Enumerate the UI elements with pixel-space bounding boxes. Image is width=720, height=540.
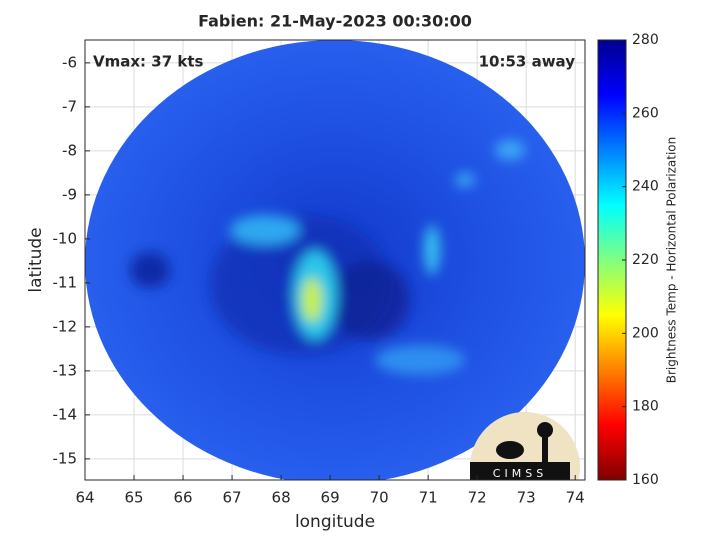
y-axis-label: latitude xyxy=(26,227,46,292)
logo-text: CIMSS xyxy=(493,467,547,480)
x-tick-label: 70 xyxy=(370,489,389,507)
x-tick-label: 68 xyxy=(272,489,291,507)
x-tick-label: 64 xyxy=(75,489,94,507)
colorbar-tick-label: 220 xyxy=(632,252,659,268)
y-tick-label: -13 xyxy=(53,361,78,379)
colorbar-tick-label: 200 xyxy=(632,325,659,341)
colorbar-tick-label: 180 xyxy=(632,399,659,415)
y-tick-label: -11 xyxy=(53,273,78,291)
x-tick-label: 73 xyxy=(517,489,536,507)
satellite-image: CIMSS xyxy=(85,40,585,480)
y-tick-label: -8 xyxy=(62,141,77,159)
colorbar xyxy=(597,39,627,481)
y-tick-label: -9 xyxy=(62,185,77,203)
y-tick-label: -12 xyxy=(53,317,78,335)
colorbar-tick-label: 280 xyxy=(632,32,659,48)
colorbar-tick-label: 160 xyxy=(632,472,659,488)
colorbar-tick-label: 260 xyxy=(632,105,659,121)
x-tick-label: 69 xyxy=(321,489,340,507)
y-tick-label: -10 xyxy=(53,229,78,247)
x-tick-label: 72 xyxy=(468,489,487,507)
annotation: 10:53 away xyxy=(479,53,576,71)
y-tick-label: -6 xyxy=(62,53,77,71)
plot-frame xyxy=(84,39,586,481)
annotation: Vmax: 37 kts xyxy=(93,53,203,71)
x-tick-label: 67 xyxy=(223,489,242,507)
x-axis-label: longitude xyxy=(295,512,375,532)
y-tick-label: -7 xyxy=(62,97,77,115)
y-tick-label: -14 xyxy=(53,405,78,423)
colorbar-label: Brightness Temp - Horizontal Polarizatio… xyxy=(665,137,679,384)
y-tick-label: -15 xyxy=(53,449,78,467)
x-tick-label: 71 xyxy=(419,489,438,507)
x-tick-label: 74 xyxy=(566,489,585,507)
x-tick-label: 65 xyxy=(124,489,143,507)
chart-title: Fabien: 21-May-2023 00:30:00 xyxy=(198,12,472,31)
colorbar-tick-label: 240 xyxy=(632,179,659,195)
x-tick-label: 66 xyxy=(173,489,192,507)
